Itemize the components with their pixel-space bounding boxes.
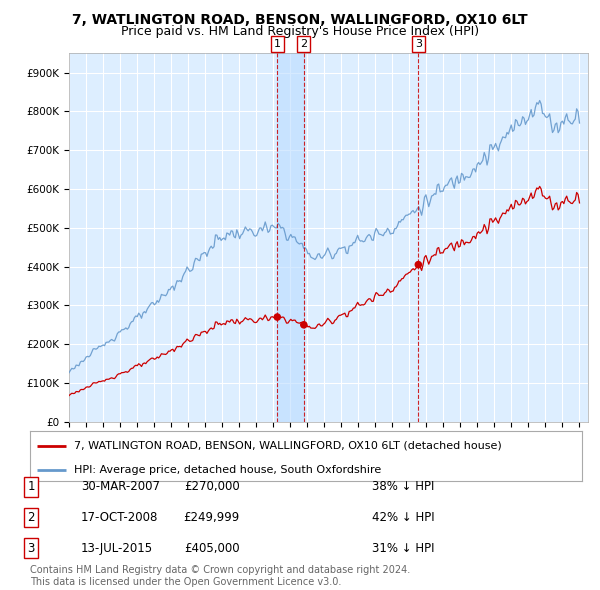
Text: Price paid vs. HM Land Registry's House Price Index (HPI): Price paid vs. HM Land Registry's House …	[121, 25, 479, 38]
Text: 2: 2	[28, 511, 35, 524]
Point	[299, 320, 308, 330]
Text: Contains HM Land Registry data © Crown copyright and database right 2024.
This d: Contains HM Land Registry data © Crown c…	[30, 565, 410, 587]
Text: 31% ↓ HPI: 31% ↓ HPI	[372, 542, 434, 555]
Text: 2: 2	[300, 39, 307, 49]
Text: 13-JUL-2015: 13-JUL-2015	[81, 542, 153, 555]
Text: 1: 1	[28, 480, 35, 493]
Bar	[277, 53, 304, 422]
Text: £270,000: £270,000	[184, 480, 240, 493]
Text: £405,000: £405,000	[184, 542, 240, 555]
Text: 1: 1	[274, 39, 281, 49]
Text: 7, WATLINGTON ROAD, BENSON, WALLINGFORD, OX10 6LT (detached house): 7, WATLINGTON ROAD, BENSON, WALLINGFORD,…	[74, 441, 502, 451]
Point	[413, 260, 423, 270]
Point	[272, 312, 282, 322]
Text: £249,999: £249,999	[184, 511, 240, 524]
Text: HPI: Average price, detached house, South Oxfordshire: HPI: Average price, detached house, Sout…	[74, 465, 382, 475]
Text: 7, WATLINGTON ROAD, BENSON, WALLINGFORD, OX10 6LT: 7, WATLINGTON ROAD, BENSON, WALLINGFORD,…	[72, 13, 528, 27]
Text: 3: 3	[28, 542, 35, 555]
Text: 30-MAR-2007: 30-MAR-2007	[81, 480, 160, 493]
Text: 3: 3	[415, 39, 422, 49]
Text: 42% ↓ HPI: 42% ↓ HPI	[372, 511, 434, 524]
Text: 17-OCT-2008: 17-OCT-2008	[81, 511, 158, 524]
Text: 38% ↓ HPI: 38% ↓ HPI	[372, 480, 434, 493]
